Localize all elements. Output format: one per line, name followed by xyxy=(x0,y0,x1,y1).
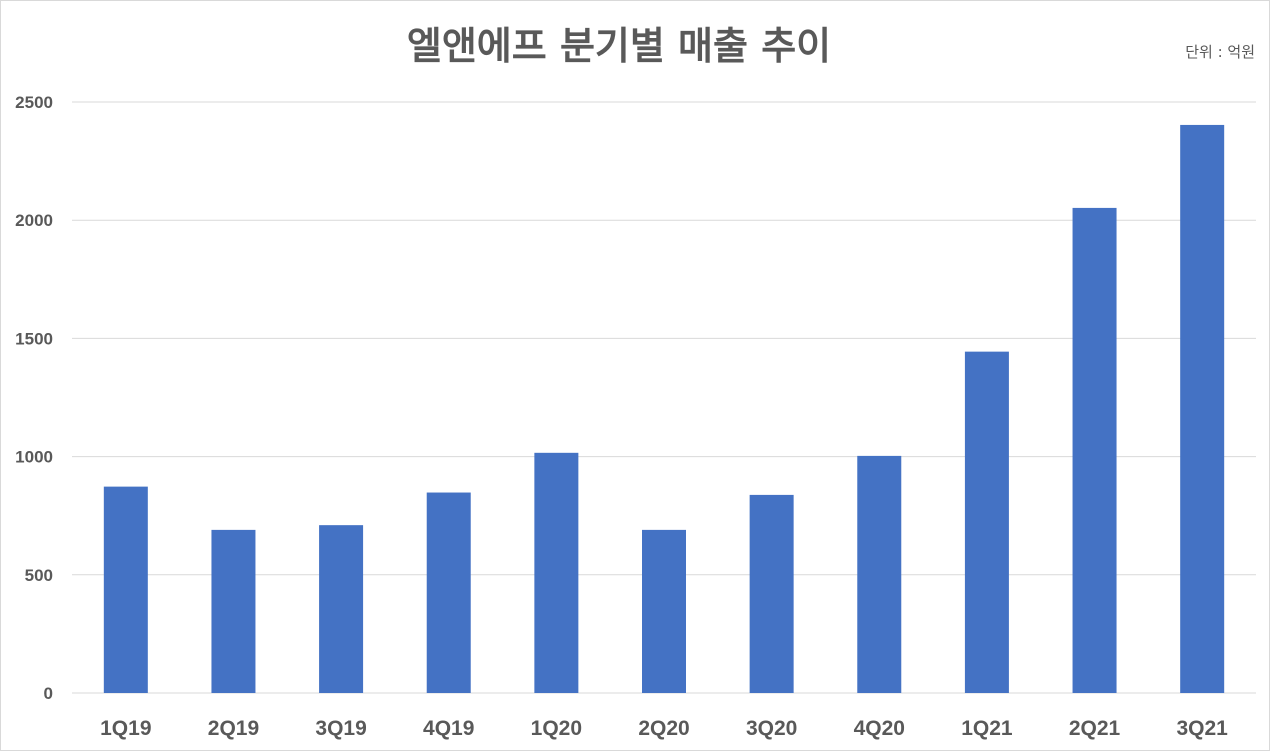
bar-2Q19 xyxy=(211,529,256,693)
bar-2Q20 xyxy=(642,529,686,693)
y-axis-ticks: 0 500 1000 1500 2000 2500 xyxy=(15,93,53,703)
x-tick-label: 2Q20 xyxy=(638,717,689,740)
bar-1Q20 xyxy=(534,452,579,693)
y-tick-label: 2500 xyxy=(15,93,53,112)
y-tick-label: 1000 xyxy=(15,448,53,467)
y-tick-label: 0 xyxy=(44,684,53,703)
x-tick-label: 4Q19 xyxy=(423,717,474,740)
x-tick-label: 3Q19 xyxy=(315,717,366,740)
x-tick-label: 1Q19 xyxy=(100,717,151,740)
x-tick-label: 3Q21 xyxy=(1176,717,1228,740)
y-tick-label: 1500 xyxy=(15,329,53,348)
bar-3Q20 xyxy=(749,494,794,693)
x-tick-label: 2Q19 xyxy=(208,717,259,740)
unit-label: 단위 : 억원 xyxy=(1185,43,1255,61)
x-tick-label: 1Q20 xyxy=(531,717,582,740)
bar-1Q19 xyxy=(103,486,148,693)
y-tick-label: 2000 xyxy=(15,211,53,230)
x-axis-ticks: 1Q19 2Q19 3Q19 4Q19 1Q20 2Q20 3Q20 4Q20 1Q21 2Q21… xyxy=(100,717,1228,740)
x-tick-label: 4Q20 xyxy=(854,717,905,740)
x-tick-label: 1Q21 xyxy=(961,717,1013,740)
bar-3Q19 xyxy=(319,525,364,693)
x-tick-label: 2Q21 xyxy=(1069,717,1121,740)
bar-4Q20 xyxy=(857,455,902,693)
x-tick-label: 3Q20 xyxy=(746,717,797,740)
bar-3Q21 xyxy=(1180,124,1225,694)
y-tick-label: 500 xyxy=(25,566,53,585)
bar-4Q19 xyxy=(426,492,471,693)
bar-1Q21 xyxy=(964,351,1009,693)
bar-2Q21 xyxy=(1072,207,1117,693)
chart-title: 엘앤에프 분기별 매출 추이 xyxy=(406,24,832,68)
bars xyxy=(103,124,1225,694)
